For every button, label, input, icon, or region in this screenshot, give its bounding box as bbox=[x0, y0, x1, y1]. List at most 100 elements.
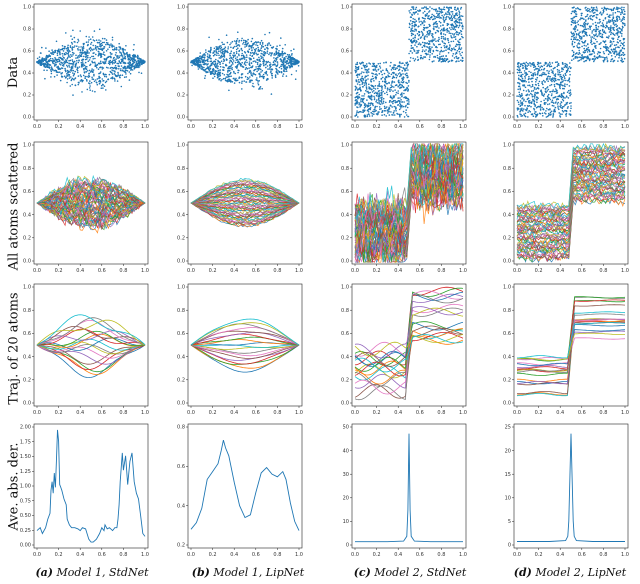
scatter-point bbox=[89, 71, 92, 73]
scatter-point bbox=[616, 10, 619, 13]
scatter-point bbox=[44, 66, 47, 68]
scatter-point bbox=[132, 49, 135, 51]
scatter-point bbox=[591, 30, 594, 32]
scatter-point bbox=[565, 74, 567, 76]
scatter-point bbox=[562, 74, 565, 76]
scatter-point bbox=[356, 100, 359, 102]
scatter-point bbox=[528, 110, 530, 112]
scatter-point bbox=[246, 50, 249, 52]
scatter-point bbox=[269, 63, 272, 65]
scatter-point bbox=[622, 38, 625, 41]
scatter-point bbox=[397, 97, 400, 99]
scatter-point bbox=[136, 54, 139, 57]
scatter-point bbox=[367, 74, 369, 77]
scatter-point bbox=[612, 37, 615, 40]
scatter-point bbox=[610, 14, 612, 16]
scatter-point bbox=[442, 38, 445, 40]
scatter-point bbox=[461, 28, 464, 30]
scatter-point bbox=[584, 56, 586, 58]
scatter-point bbox=[417, 51, 420, 53]
scatter-point bbox=[450, 49, 452, 52]
scatter-point bbox=[573, 45, 575, 48]
x-tick-label: 0.6 bbox=[252, 124, 260, 130]
scatter-point bbox=[266, 50, 269, 52]
scatter-point bbox=[260, 71, 262, 73]
scatter-point bbox=[438, 53, 441, 55]
scatter-point bbox=[609, 41, 612, 44]
scatter-point bbox=[250, 58, 252, 61]
y-tick-label: 0.6 bbox=[503, 49, 511, 55]
scatter-point bbox=[443, 21, 446, 23]
scatter-point bbox=[546, 76, 549, 78]
scatter-point bbox=[65, 59, 68, 62]
scatter-point bbox=[603, 7, 606, 10]
scatter-point bbox=[432, 23, 435, 26]
scatter-point bbox=[270, 93, 273, 95]
scatter-point bbox=[72, 29, 74, 32]
scatter-point bbox=[527, 64, 530, 66]
scatter-point bbox=[541, 82, 543, 84]
scatter-point bbox=[47, 56, 50, 58]
scatter-point bbox=[280, 67, 283, 70]
scatter-point bbox=[454, 48, 457, 51]
scatter-point bbox=[232, 63, 234, 65]
scatter-point bbox=[71, 59, 74, 61]
x-tick-label: 0.8 bbox=[273, 124, 281, 130]
scatter-point bbox=[523, 98, 525, 101]
scatter-point bbox=[126, 70, 129, 72]
scatter-point bbox=[532, 75, 535, 77]
scatter-point bbox=[614, 11, 617, 14]
scatter-point bbox=[443, 27, 445, 29]
scatter-point bbox=[382, 100, 385, 103]
scatter-point bbox=[526, 93, 529, 96]
scatter-point bbox=[78, 56, 81, 58]
scatter-point bbox=[544, 90, 547, 92]
scatter-point bbox=[593, 37, 595, 40]
scatter-point bbox=[202, 54, 205, 56]
scatter-point bbox=[522, 67, 525, 69]
scatter-point bbox=[605, 56, 608, 58]
scatter-point bbox=[120, 54, 122, 57]
scatter-point bbox=[623, 6, 625, 9]
scatter-point bbox=[592, 7, 595, 9]
scatter-point bbox=[614, 50, 617, 53]
scatter-point bbox=[594, 21, 597, 24]
scatter-point bbox=[431, 13, 434, 16]
scatter-point bbox=[104, 81, 107, 84]
scatter-point bbox=[421, 34, 424, 37]
scatter-point bbox=[544, 81, 546, 83]
scatter-point bbox=[80, 51, 82, 54]
scatter-point bbox=[73, 60, 76, 63]
scatter-point bbox=[284, 58, 286, 61]
scatter-point bbox=[260, 52, 263, 55]
scatter-point bbox=[102, 62, 105, 64]
scatter-point bbox=[365, 63, 368, 65]
scatter-point bbox=[227, 46, 230, 48]
scatter-point bbox=[588, 59, 591, 62]
scatter-point bbox=[59, 52, 61, 55]
scatter-point bbox=[122, 66, 124, 69]
scatter-point bbox=[530, 90, 533, 92]
scatter-point bbox=[66, 53, 68, 55]
scatter-point bbox=[262, 53, 264, 55]
scatter-point bbox=[431, 46, 433, 48]
scatter-point bbox=[412, 11, 415, 14]
scatter-point bbox=[288, 54, 291, 56]
scatter-point bbox=[612, 12, 614, 14]
scatter-point bbox=[601, 22, 604, 24]
scatter-point bbox=[268, 53, 270, 56]
scatter-point bbox=[134, 64, 137, 66]
scatter-point bbox=[549, 84, 551, 87]
scatter-point bbox=[447, 13, 449, 16]
scatter-point bbox=[427, 15, 430, 18]
scatter-point bbox=[405, 109, 408, 111]
scatter-point bbox=[379, 108, 381, 110]
scatter-point bbox=[539, 104, 542, 106]
scatter-point bbox=[271, 47, 274, 49]
scatter-point bbox=[366, 114, 369, 116]
scatter-point bbox=[50, 76, 52, 78]
scatter-point bbox=[88, 36, 90, 38]
scatter-point bbox=[518, 74, 520, 77]
scatter-point bbox=[554, 106, 557, 109]
scatter-point bbox=[71, 72, 74, 74]
